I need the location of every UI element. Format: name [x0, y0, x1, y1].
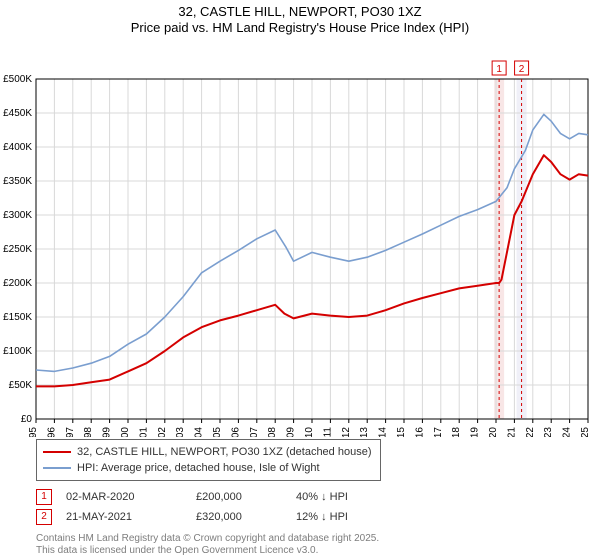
svg-text:£150K: £150K [3, 312, 32, 323]
legend-row: HPI: Average price, detached house, Isle… [43, 460, 372, 476]
svg-text:1998: 1998 [83, 426, 94, 436]
legend-label: HPI: Average price, detached house, Isle… [77, 462, 320, 474]
svg-text:2007: 2007 [249, 426, 260, 436]
svg-text:2015: 2015 [396, 426, 407, 436]
marker-date: 02-MAR-2020 [66, 491, 196, 503]
svg-text:2009: 2009 [286, 426, 297, 436]
svg-text:2021: 2021 [506, 426, 517, 436]
svg-text:£450K: £450K [3, 108, 32, 119]
svg-text:1995: 1995 [28, 426, 39, 436]
marker-date: 21-MAY-2021 [66, 511, 196, 523]
svg-text:2024: 2024 [562, 426, 573, 436]
svg-text:2006: 2006 [230, 426, 241, 436]
svg-text:1996: 1996 [46, 426, 57, 436]
marker-price: £320,000 [196, 511, 296, 523]
legend-label: 32, CASTLE HILL, NEWPORT, PO30 1XZ (deta… [77, 446, 372, 458]
svg-text:1: 1 [496, 64, 502, 75]
marker-number: 1 [41, 491, 47, 502]
svg-text:2011: 2011 [322, 426, 333, 436]
svg-text:£0: £0 [21, 414, 33, 425]
svg-text:2004: 2004 [194, 426, 205, 436]
svg-text:2003: 2003 [175, 426, 186, 436]
svg-text:2018: 2018 [451, 426, 462, 436]
title-block: 32, CASTLE HILL, NEWPORT, PO30 1XZ Price… [0, 0, 600, 37]
svg-text:2: 2 [519, 64, 525, 75]
legend-swatch [43, 451, 71, 453]
svg-text:£200K: £200K [3, 278, 32, 289]
chart-container: 32, CASTLE HILL, NEWPORT, PO30 1XZ Price… [0, 0, 600, 560]
marker-badge: 2 [36, 509, 52, 525]
marker-row: 1 02-MAR-2020 £200,000 40% ↓ HPI [36, 487, 600, 507]
title-line1: 32, CASTLE HILL, NEWPORT, PO30 1XZ [0, 4, 600, 20]
legend-swatch [43, 467, 71, 469]
svg-text:2008: 2008 [267, 426, 278, 436]
svg-text:2014: 2014 [378, 426, 389, 436]
svg-text:2020: 2020 [488, 426, 499, 436]
svg-text:2000: 2000 [120, 426, 131, 436]
svg-text:£100K: £100K [3, 346, 32, 357]
svg-text:£350K: £350K [3, 176, 32, 187]
attribution-line1: Contains HM Land Registry data © Crown c… [36, 533, 600, 546]
svg-text:2012: 2012 [341, 426, 352, 436]
marker-price: £200,000 [196, 491, 296, 503]
attribution-line2: This data is licensed under the Open Gov… [36, 545, 600, 558]
svg-text:2013: 2013 [359, 426, 370, 436]
svg-text:2017: 2017 [433, 426, 444, 436]
svg-text:2019: 2019 [470, 426, 481, 436]
legend-row: 32, CASTLE HILL, NEWPORT, PO30 1XZ (deta… [43, 444, 372, 460]
legend: 32, CASTLE HILL, NEWPORT, PO30 1XZ (deta… [36, 439, 381, 481]
price-chart: £0 £50K £100K £150K £200K £250K £300K £350K £400… [0, 37, 600, 437]
marker-table: 1 02-MAR-2020 £200,000 40% ↓ HPI 2 21-MA… [36, 487, 600, 527]
svg-text:2022: 2022 [525, 426, 536, 436]
svg-text:2002: 2002 [157, 426, 168, 436]
svg-text:2023: 2023 [543, 426, 554, 436]
marker-row: 2 21-MAY-2021 £320,000 12% ↓ HPI [36, 507, 600, 527]
title-line2: Price paid vs. HM Land Registry's House … [0, 20, 600, 36]
marker-number: 2 [41, 511, 47, 522]
marker-badge: 1 [36, 489, 52, 505]
svg-text:£250K: £250K [3, 244, 32, 255]
svg-text:£300K: £300K [3, 210, 32, 221]
marker-pct: 12% ↓ HPI [296, 511, 456, 523]
svg-text:£500K: £500K [3, 74, 32, 85]
attribution: Contains HM Land Registry data © Crown c… [36, 533, 600, 558]
svg-text:1997: 1997 [65, 426, 76, 436]
svg-text:£50K: £50K [9, 380, 33, 391]
svg-text:2005: 2005 [212, 426, 223, 436]
svg-text:2016: 2016 [414, 426, 425, 436]
svg-text:2025: 2025 [580, 426, 591, 436]
svg-text:2010: 2010 [304, 426, 315, 436]
svg-text:£400K: £400K [3, 142, 32, 153]
marker-pct: 40% ↓ HPI [296, 491, 456, 503]
svg-text:2001: 2001 [138, 426, 149, 436]
svg-text:1999: 1999 [102, 426, 113, 436]
